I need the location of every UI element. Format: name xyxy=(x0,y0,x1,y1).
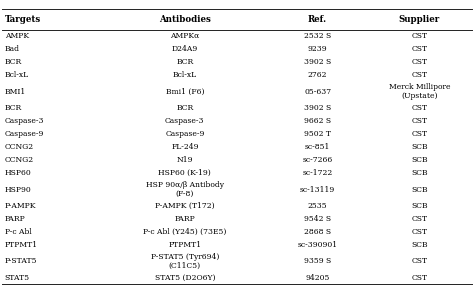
Text: Bad: Bad xyxy=(5,45,20,53)
Text: SCB: SCB xyxy=(411,202,428,210)
Text: HSP 90α/β Antibody
(F-8): HSP 90α/β Antibody (F-8) xyxy=(146,181,224,198)
Text: Caspase-9: Caspase-9 xyxy=(165,130,205,138)
Text: sc-390901: sc-390901 xyxy=(298,241,337,249)
Text: PTPMT1: PTPMT1 xyxy=(168,241,201,249)
Text: Antibodies: Antibodies xyxy=(159,15,211,24)
Text: AMPKα: AMPKα xyxy=(170,32,200,40)
Text: P-STAT5 (Tyr694)
(C11C5): P-STAT5 (Tyr694) (C11C5) xyxy=(151,253,219,270)
Text: SCB: SCB xyxy=(411,143,428,151)
Text: CST: CST xyxy=(411,130,428,138)
Text: sc-13119: sc-13119 xyxy=(300,185,335,194)
Text: 3902 S: 3902 S xyxy=(304,104,331,112)
Text: FL-249: FL-249 xyxy=(171,143,199,151)
Text: D24A9: D24A9 xyxy=(172,45,198,53)
Text: CCNG2: CCNG2 xyxy=(5,143,34,151)
Text: PARP: PARP xyxy=(5,215,26,223)
Text: STAT5: STAT5 xyxy=(5,274,30,282)
Text: AMPK: AMPK xyxy=(5,32,29,40)
Text: Ref.: Ref. xyxy=(308,15,327,24)
Text: sc-851: sc-851 xyxy=(305,143,330,151)
Text: CST: CST xyxy=(411,71,428,79)
Text: BCR: BCR xyxy=(5,104,22,112)
Text: Bcl-xL: Bcl-xL xyxy=(173,71,197,79)
Text: Caspase-3: Caspase-3 xyxy=(165,117,205,125)
Text: BCR: BCR xyxy=(5,58,22,66)
Text: HSP90: HSP90 xyxy=(5,185,31,194)
Text: SCB: SCB xyxy=(411,156,428,164)
Text: P-c Abl (Y245) (73E5): P-c Abl (Y245) (73E5) xyxy=(143,228,227,236)
Text: CST: CST xyxy=(411,274,428,282)
Text: 2535: 2535 xyxy=(308,202,328,210)
Text: 9542 S: 9542 S xyxy=(304,215,331,223)
Text: Targets: Targets xyxy=(5,15,41,24)
Text: P-STAT5: P-STAT5 xyxy=(5,257,37,265)
Text: 2762: 2762 xyxy=(308,71,328,79)
Text: Merck Millipore
(Upstate): Merck Millipore (Upstate) xyxy=(389,83,450,100)
Text: Caspase-9: Caspase-9 xyxy=(5,130,44,138)
Text: Caspase-3: Caspase-3 xyxy=(5,117,44,125)
Text: P-c Abl: P-c Abl xyxy=(5,228,31,236)
Text: CST: CST xyxy=(411,215,428,223)
Text: CST: CST xyxy=(411,117,428,125)
Text: Supplier: Supplier xyxy=(399,15,440,24)
Text: CST: CST xyxy=(411,257,428,265)
Text: BCR: BCR xyxy=(176,58,193,66)
Text: PARP: PARP xyxy=(174,215,195,223)
Text: 9662 S: 9662 S xyxy=(304,117,331,125)
Text: 9502 T: 9502 T xyxy=(304,130,331,138)
Text: BCR: BCR xyxy=(176,104,193,112)
Text: CCNG2: CCNG2 xyxy=(5,156,34,164)
Text: SCB: SCB xyxy=(411,169,428,177)
Text: HSP60: HSP60 xyxy=(5,169,31,177)
Text: SCB: SCB xyxy=(411,185,428,194)
Text: 94205: 94205 xyxy=(305,274,330,282)
Text: CST: CST xyxy=(411,45,428,53)
Text: N19: N19 xyxy=(177,156,193,164)
Text: sc-1722: sc-1722 xyxy=(302,169,333,177)
Text: PTPMT1: PTPMT1 xyxy=(5,241,38,249)
Text: SCB: SCB xyxy=(411,241,428,249)
Text: CST: CST xyxy=(411,228,428,236)
Text: BMI1: BMI1 xyxy=(5,88,26,96)
Text: 05-637: 05-637 xyxy=(304,88,331,96)
Text: P-AMPK: P-AMPK xyxy=(5,202,36,210)
Text: HSP60 (K-19): HSP60 (K-19) xyxy=(158,169,211,177)
Text: 2532 S: 2532 S xyxy=(304,32,331,40)
Text: CST: CST xyxy=(411,104,428,112)
Text: 9359 S: 9359 S xyxy=(304,257,331,265)
Text: 3902 S: 3902 S xyxy=(304,58,331,66)
Text: sc-7266: sc-7266 xyxy=(302,156,333,164)
Text: CST: CST xyxy=(411,32,428,40)
Text: Bmi1 (F6): Bmi1 (F6) xyxy=(165,88,204,96)
Text: P-AMPK (T172): P-AMPK (T172) xyxy=(155,202,215,210)
Text: 2868 S: 2868 S xyxy=(304,228,331,236)
Text: 9239: 9239 xyxy=(308,45,328,53)
Text: STAT5 (D2O6Y): STAT5 (D2O6Y) xyxy=(155,274,215,282)
Text: CST: CST xyxy=(411,58,428,66)
Text: Bcl-xL: Bcl-xL xyxy=(5,71,29,79)
